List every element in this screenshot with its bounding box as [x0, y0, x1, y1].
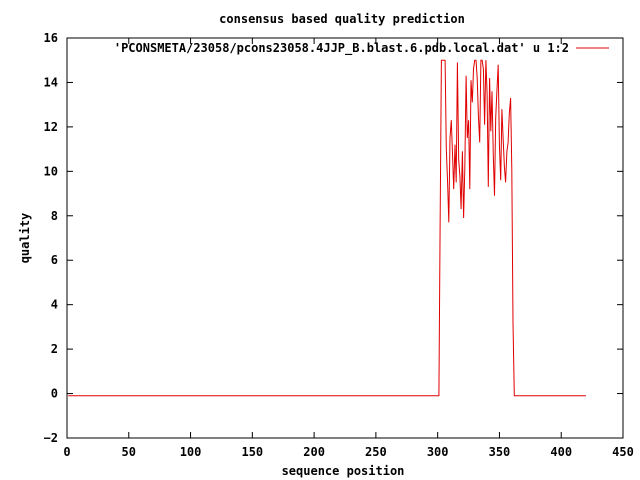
x-axis-label: sequence position [282, 464, 405, 478]
x-tick-label: 400 [550, 445, 572, 459]
y-tick-label: −2 [44, 431, 58, 445]
axes [66, 37, 624, 439]
x-tick-label: 100 [180, 445, 202, 459]
y-tick-label: 16 [44, 31, 58, 45]
x-tick-label: 0 [63, 445, 70, 459]
x-axis-ticks: 0 50 100 150 200 250 300 350 400 450 [63, 38, 634, 459]
x-tick-label: 250 [365, 445, 387, 459]
y-tick-label: 2 [51, 342, 58, 356]
y-tick-label: 4 [51, 298, 58, 312]
y-axis-ticks: −2 0 2 4 6 8 10 12 14 16 [44, 31, 623, 445]
x-tick-label: 450 [612, 445, 634, 459]
x-tick-label: 150 [241, 445, 263, 459]
legend: 'PCONSMETA/23058/pcons23058.4JJP_B.blast… [114, 41, 609, 56]
series-line-0 [68, 59, 586, 397]
x-tick-label: 50 [122, 445, 136, 459]
x-tick-label: 300 [427, 445, 449, 459]
y-tick-label: 10 [44, 164, 58, 178]
y-tick-label: 14 [44, 75, 58, 89]
y-tick-label: 12 [44, 120, 58, 134]
y-tick-label: 0 [51, 387, 58, 401]
y-tick-label: 6 [51, 253, 58, 267]
y-tick-label: 8 [51, 209, 58, 223]
plot-border [66, 37, 624, 439]
y-axis-label: quality [18, 213, 32, 264]
legend-series-label: 'PCONSMETA/23058/pcons23058.4JJP_B.blast… [114, 41, 569, 56]
x-tick-label: 350 [489, 445, 511, 459]
chart-title: consensus based quality prediction [219, 12, 465, 26]
series-group [68, 59, 586, 397]
x-tick-label: 200 [303, 445, 325, 459]
